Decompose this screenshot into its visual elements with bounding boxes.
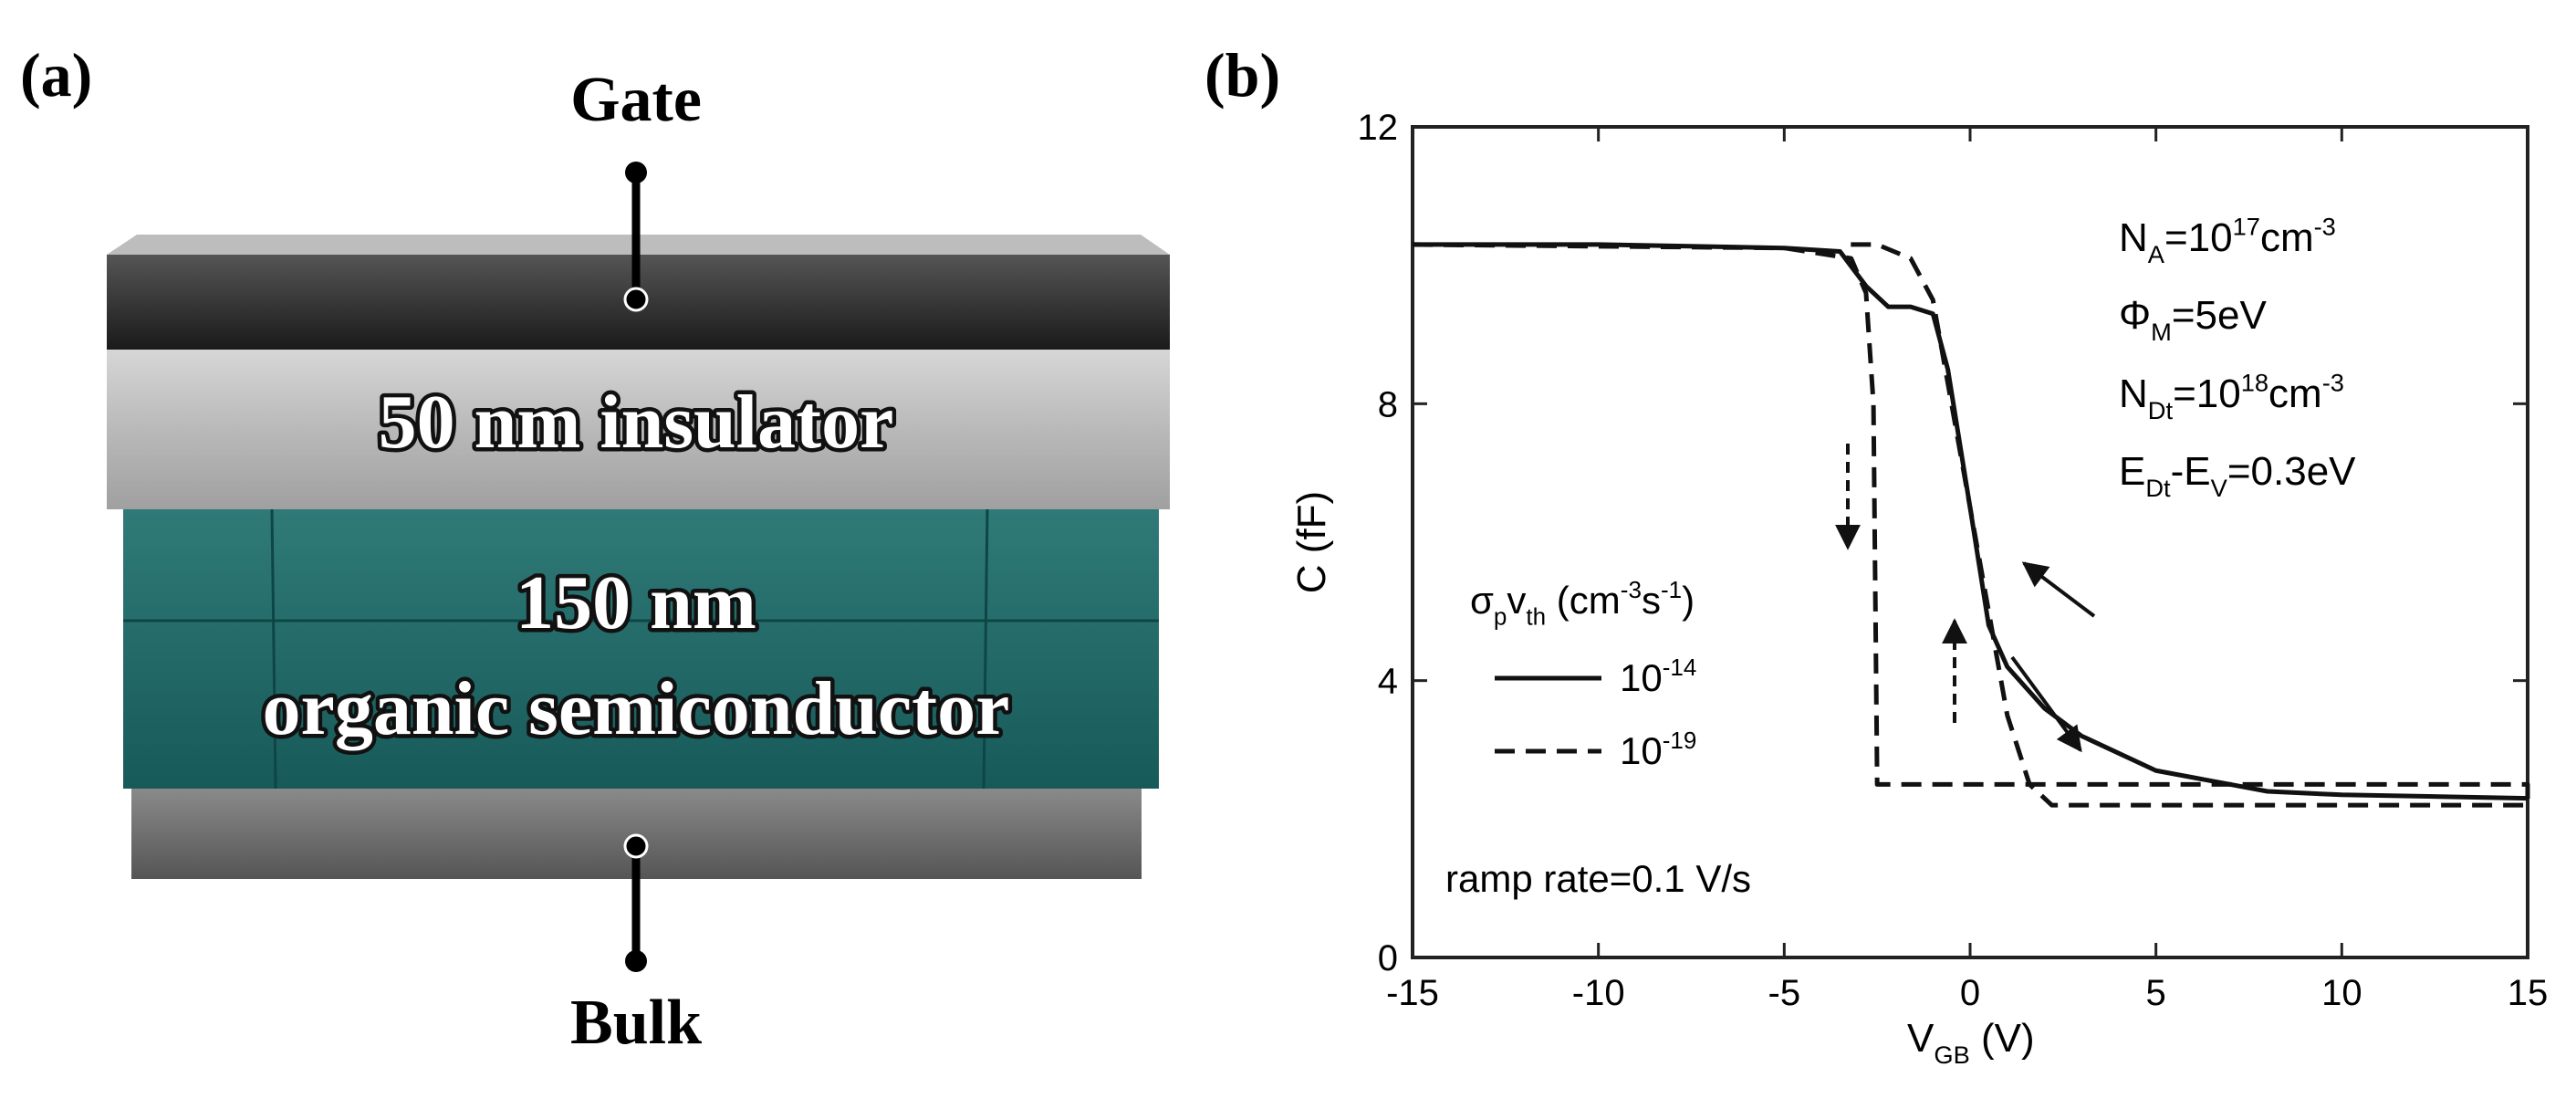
y-tick-label: 4 <box>1378 662 1398 702</box>
series-line <box>1413 242 2529 801</box>
x-tick-label: -10 <box>1572 973 1625 1013</box>
text-part: (V) <box>1970 1016 2035 1061</box>
gate-contact <box>623 287 649 312</box>
text-part: Φ <box>2119 293 2151 338</box>
text-part: =0.3eV <box>2227 449 2356 494</box>
block-edge <box>270 508 277 790</box>
text-part: (cm <box>1546 579 1621 622</box>
text-part: M <box>2151 318 2172 346</box>
gate-label: Gate <box>570 65 702 135</box>
text-part: Dt <box>2145 474 2171 502</box>
panel-label: (a) <box>20 40 92 110</box>
text-part: V <box>2211 474 2228 502</box>
text-part: p <box>1494 603 1507 631</box>
gate-terminal <box>625 162 647 183</box>
annotation: ΦM=5eV <box>2119 293 2267 346</box>
y-tick-label: 12 <box>1358 108 1399 148</box>
text-part: -E <box>2171 449 2211 494</box>
sweep-arrows <box>1835 444 2096 753</box>
text-part: N <box>2119 215 2148 260</box>
note: ramp rate=0.1 V/s <box>1445 857 1751 900</box>
text-part: σ <box>1470 579 1494 622</box>
x-axis-label: VGB (V) <box>1907 1016 2035 1069</box>
text-part: =10 <box>2164 215 2233 260</box>
text-part: -14 <box>1663 654 1697 681</box>
x-tick-label: 15 <box>2508 973 2549 1013</box>
annotation: NDt=1018cm-3 <box>2119 368 2344 424</box>
text-part: cm <box>2260 215 2314 260</box>
block-edge <box>982 508 989 790</box>
text-part: -19 <box>1663 727 1697 754</box>
bulk-terminal <box>625 950 647 972</box>
text-part: Dt <box>2148 396 2174 424</box>
x-tick-label: 5 <box>2146 973 2166 1013</box>
text-part: N <box>2119 371 2148 416</box>
x-tick-label: 0 <box>1960 973 1980 1013</box>
insulator-layer <box>107 350 1170 509</box>
text-part: =5eV <box>2172 293 2268 338</box>
bulk-label: Bulk <box>570 988 702 1058</box>
panel-label: (b) <box>1205 40 1280 110</box>
legend-label: 10-19 <box>1620 727 1696 772</box>
text-part: =10 <box>2173 371 2241 416</box>
text-part: ) <box>1682 579 1695 622</box>
text-part: th <box>1526 603 1546 631</box>
text-part: E <box>2119 449 2145 494</box>
text-part: -3 <box>2322 368 2344 396</box>
semiconductor-label: organic semiconductor <box>263 666 1010 751</box>
x-tick-label: -15 <box>1386 973 1439 1013</box>
text-part: -3 <box>1621 576 1642 603</box>
y-tick-label: 0 <box>1378 938 1398 978</box>
annotation: NA=1017cm-3 <box>2119 212 2336 268</box>
legend-label: 10-14 <box>1620 654 1696 699</box>
series-line <box>1412 242 2530 808</box>
x-tick-label: 10 <box>2321 973 2362 1013</box>
arrow <box>2021 561 2096 618</box>
annotation: EDt-EV=0.3eV <box>2119 449 2356 502</box>
plot-frame <box>1411 125 2529 959</box>
y-tick-label: 8 <box>1378 384 1398 424</box>
legend-title: σpvth (cm-3s-1) <box>1470 576 1695 630</box>
text-part: V <box>1907 1016 1935 1061</box>
text-part: 10 <box>1620 729 1663 772</box>
text-part: GB <box>1934 1041 1969 1069</box>
text-part: -3 <box>2314 212 2336 240</box>
y-axis-label: C (fF) <box>1289 491 1334 593</box>
semiconductor-label: 150 nm <box>516 560 756 645</box>
device-diagram <box>107 162 1170 972</box>
bulk-contact <box>623 833 649 859</box>
text-part: -1 <box>1661 576 1682 603</box>
text-part: cm <box>2268 371 2322 416</box>
arrow <box>2010 655 2082 753</box>
text-part: s <box>1642 579 1661 622</box>
text-part: 17 <box>2233 212 2260 240</box>
text-part: 18 <box>2241 368 2268 396</box>
insulator-label: 50 nm insulator <box>379 380 894 465</box>
text-part: 10 <box>1620 656 1663 699</box>
text-part: A <box>2148 240 2165 268</box>
x-tick-label: -5 <box>1768 973 1801 1013</box>
text-part: v <box>1507 579 1526 622</box>
